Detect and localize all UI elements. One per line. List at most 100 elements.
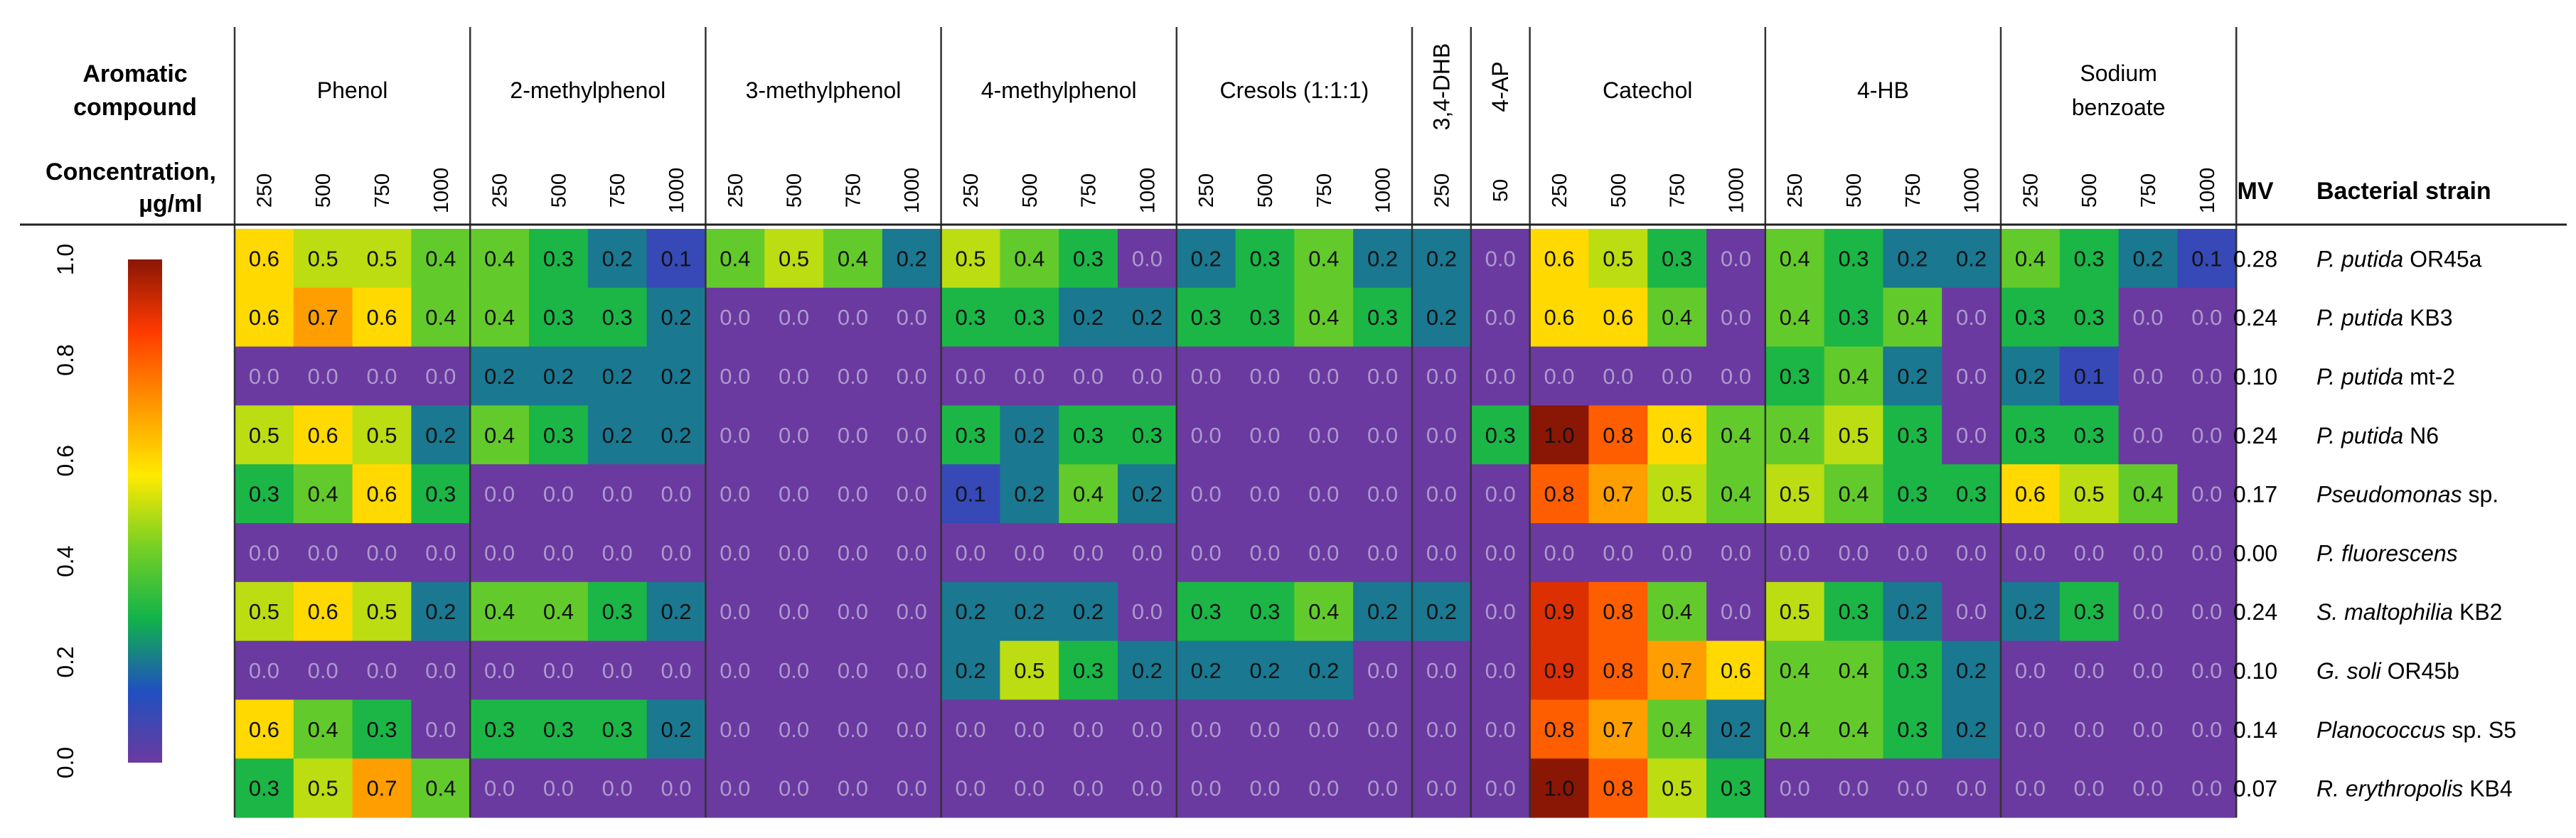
heatmap-cell [2118,287,2178,348]
cell-value-label: 0.0 [1956,364,1987,389]
heatmap-cell [1883,640,1942,700]
cell-value-label: 0.4 [425,246,456,271]
heatmap-cell [529,523,589,583]
heatmap-cell [1000,405,1059,465]
cell-value-label: 0.0 [838,305,868,330]
heatmap-cell [823,229,883,289]
row-header-label-line2: compound [73,94,197,121]
heatmap-cell [1059,758,1118,818]
cell-value-label: 0.2 [1426,305,1457,330]
heatmap-cell [1706,640,1766,700]
heatmap-cell [1883,287,1942,348]
concentration-tick-label: 750 [842,173,865,208]
cell-value-label: 0.0 [2132,540,2163,565]
heatmap-cell [411,758,471,818]
cell-value-label: 0.0 [602,658,633,683]
cell-value-label: 0.0 [425,658,456,683]
cell-value-label: 0.6 [1544,246,1574,271]
cell-value-label: 0.0 [2191,599,2222,624]
cell-value-label: 0.8 [1603,423,1633,448]
heatmap-cell [823,581,883,642]
cell-value-label: 0.0 [543,540,574,565]
heatmap-cell [823,405,883,465]
heatmap-cell [1588,699,1648,759]
heatmap-cell [1000,346,1059,406]
cell-value-label: 0.0 [602,540,633,565]
concentration-tick-label: 250 [2019,173,2042,208]
cell-value-label: 0.0 [720,364,750,389]
heatmap-cell [1412,699,1472,759]
heatmap-cell [1059,405,1118,465]
cell-value-label: 0.0 [1191,482,1222,507]
cell-value-label: 0.0 [720,658,750,683]
cell-value-label: 0.3 [1485,423,1516,448]
heatmap-cell [941,699,1000,759]
cell-value-label: 0.8 [1603,658,1633,683]
heatmap-cell [1824,464,1883,524]
cell-value-label: 0.0 [838,482,868,507]
cell-value-label: 0.0 [1132,717,1163,742]
heatmap-cell [1883,405,1942,465]
concentration-tick-label: 500 [784,173,806,208]
heatmap-cell [882,405,942,465]
heatmap-cell [1294,464,1354,524]
cell-value-label: 0.0 [2132,305,2163,330]
cell-value-label: 0.4 [484,423,515,448]
heatmap-cell [1353,405,1413,465]
concentration-tick-label: 250 [1549,173,1571,208]
heatmap-cell [293,758,353,818]
heatmap-cell [705,464,765,524]
cell-value-label: 0.3 [1662,246,1692,271]
heatmap-cell [587,581,648,642]
heatmap-cell [1588,464,1648,524]
cell-value-label: 0.0 [720,305,750,330]
concentration-tick-label: 1000 [1372,168,1395,214]
cell-value-label: 0.4 [1838,658,1869,683]
cell-value-label: 0.0 [2191,717,2222,742]
heatmap-cell [529,287,589,348]
heatmap-cell [2118,346,2178,406]
cell-value-label: 0.4 [1780,423,1810,448]
heatmap-cell [1942,287,2002,348]
cell-value-label: 0.3 [425,482,456,507]
heatmap-cell [2001,699,2061,759]
cell-value-label: 0.0 [1014,717,1044,742]
cell-value-label: 0.8 [1544,482,1574,507]
cell-value-label: 0.0 [1132,246,1163,271]
cell-value-label: 0.3 [1838,246,1869,271]
heatmap-cell [2118,523,2178,583]
heatmap-cell [2118,581,2178,642]
cell-value-label: 0.0 [1485,305,1516,330]
row-header-label-line1: Aromatic [82,60,187,87]
cell-value-label: 0.0 [1956,776,1987,801]
cell-value-label: 0.3 [1249,305,1280,330]
heatmap-cell [1765,523,1825,583]
heatmap-cell [1529,229,1589,289]
cell-value-label: 0.3 [1721,776,1751,801]
concentration-tick-label: 500 [2078,173,2101,208]
heatmap-cell [941,287,1000,348]
group-label: Phenol [317,77,388,103]
cell-value-label: 0.0 [1132,364,1163,389]
heatmap-cell [470,640,530,700]
cell-value-label: 1.0 [1544,423,1574,448]
heatmap-cell [1824,229,1883,289]
heatmap-cell [882,640,942,700]
heatmap-cell [1588,523,1648,583]
cell-value-label: 0.3 [955,423,985,448]
column-header: Aromatic compound Concentration, µg/ml M… [46,43,2491,217]
cell-value-label: 0.0 [1426,776,1457,801]
heatmap-cell [352,464,412,524]
strain-label: R. erythropolis KB4 [2316,776,2513,802]
cell-value-label: 0.2 [1426,246,1457,271]
heatmap-cell [1235,640,1295,700]
mv-value: 0.24 [2233,305,2277,331]
heatmap-cell [2001,405,2061,465]
heatmap-cell [646,287,706,348]
heatmap-cell [1235,229,1295,289]
strain-suffix: KB4 [2463,776,2512,802]
cell-value-label: 0.5 [1662,482,1692,507]
heatmap-cell [882,464,942,524]
cell-value-label: 0.2 [1132,482,1163,507]
concentration-tick-label: 50 [1490,179,1512,202]
